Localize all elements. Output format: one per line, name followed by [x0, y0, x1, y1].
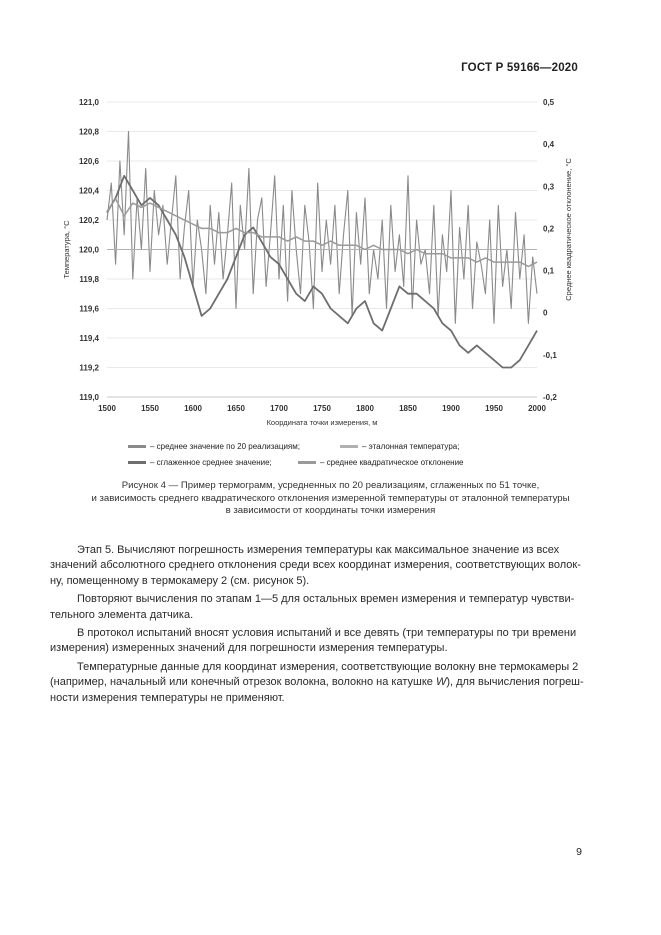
y2-tick-label: 0,2	[543, 224, 555, 233]
figure-caption: Рисунок 4 — Пример термограмм, усредненн…	[60, 480, 601, 518]
paragraph-line: Повторяют вычисления по этапам 1—5 для о…	[77, 593, 575, 606]
y-tick-label: 119,8	[79, 275, 99, 284]
y-tick-label: 119,0	[79, 393, 99, 402]
legend-label-mean: – среднее значение по 20 реализациям;	[150, 442, 300, 451]
x-tick-label: 2000	[528, 404, 546, 413]
x-tick-label: 1600	[184, 404, 202, 413]
paragraph-text: ), для вычисления погреш-	[446, 676, 584, 689]
y2-tick-label: 0	[543, 309, 548, 318]
y2-tick-label: 0,3	[543, 182, 555, 191]
paragraph-repeat: Повторяют вычисления по этапам 1—5 для о…	[50, 592, 583, 623]
body-text: Этап 5. Вычисляют погрешность измерения …	[50, 543, 584, 709]
y2-axis-label: Среднее квадратическое отклонение, °С	[564, 158, 573, 301]
legend-swatch-smoothed	[128, 461, 146, 464]
x-tick-label: 1900	[442, 404, 460, 413]
x-tick-label: 1800	[356, 404, 374, 413]
caption-line-2: и зависимость среднего квадратического о…	[91, 492, 570, 504]
paragraph-line: ну, помещенному в термокамеру 2 (см. рис…	[50, 574, 310, 587]
y-tick-label: 119,2	[79, 364, 99, 373]
x-tick-label: 1850	[399, 404, 417, 413]
x-tick-label: 1700	[270, 404, 288, 413]
y-tick-label: 120,4	[79, 187, 100, 196]
document-standard-number: ГОСТ Р 59166—2020	[461, 62, 578, 74]
x-tick-label: 1650	[227, 404, 245, 413]
y2-tick-label: 0,4	[543, 140, 555, 149]
coil-label: W	[435, 676, 447, 689]
legend-item-std: – среднее квадратическое отклонение	[298, 458, 464, 467]
chart-canvas: 121,0 120,8 120,6 120,4 120,2 120,0 119,8 119,6…	[62, 98, 573, 427]
chart-legend: – среднее значение по 20 реализациям; – …	[0, 434, 661, 470]
paragraph-protocol: В протокол испытаний вносят условия испы…	[50, 626, 583, 657]
y-tick-label: 120,6	[79, 157, 100, 166]
y2-tick-label: 0,5	[543, 98, 555, 107]
y-tick-label: 119,6	[79, 305, 99, 314]
x-tick-label: 1950	[485, 404, 503, 413]
paragraph-line: В протокол испытаний вносят условия испы…	[77, 627, 577, 640]
legend-swatch-std	[298, 461, 316, 464]
legend-swatch-mean	[128, 445, 146, 448]
y-tick-label: 120,0	[79, 246, 100, 255]
legend-swatch-reference	[340, 445, 358, 448]
y-tick-label: 120,8	[79, 128, 100, 137]
caption-line-1: Рисунок 4 — Пример термограмм, усредненн…	[121, 480, 540, 491]
paragraph-line: измерения) измеренных значений для погре…	[50, 642, 448, 655]
y-tick-label: 121,0	[79, 98, 100, 107]
paragraph-line: Температурные данные для координат измер…	[77, 660, 579, 673]
y-axis-label: Температура, °С	[62, 220, 71, 279]
y2-tick-label: 0,1	[543, 267, 555, 276]
x-tick-label: 1750	[313, 404, 331, 413]
y2-tick-label: -0,1	[543, 351, 557, 360]
paragraph-line: (например, начальный или конечный отрезо…	[50, 675, 584, 690]
paragraph-line: ности измерения температуры не применяют…	[50, 691, 285, 704]
caption-line-3: в зависимости от координаты точки измере…	[225, 505, 436, 516]
x-axis-label: Координата точки измерения, м	[267, 418, 378, 427]
x-tick-label: 1550	[141, 404, 159, 413]
paragraph-outside-fiber: Температурные данные для координат измер…	[50, 660, 584, 706]
legend-item-smoothed: – сглаженное среднее значение;	[128, 458, 272, 467]
paragraph-stage-5: Этап 5. Вычисляют погрешность измерения …	[50, 543, 583, 589]
legend-label-std: – среднее квадратическое отклонение	[320, 458, 464, 467]
series-line-std	[106, 198, 538, 268]
legend-item-reference: – эталонная температура;	[340, 442, 459, 451]
page-number: 9	[576, 846, 582, 858]
legend-item-mean: – среднее значение по 20 реализациям;	[128, 442, 300, 451]
y2-tick-label: -0,2	[543, 393, 557, 402]
paragraph-line: тельного элемента датчика.	[50, 608, 194, 621]
y-tick-label: 120,2	[79, 216, 100, 225]
paragraph-text: (например, начальный или конечный отрезо…	[50, 676, 436, 689]
thermogram-chart: 121,0 120,8 120,6 120,4 120,2 120,0 119,8 119,6…	[50, 88, 610, 468]
legend-label-smoothed: – сглаженное среднее значение;	[150, 458, 272, 467]
x-tick-label: 1500	[98, 404, 116, 413]
paragraph-line: Этап 5. Вычисляют погрешность измерения …	[77, 544, 560, 556]
paragraph-line: значений абсолютного среднего отклонения…	[50, 559, 581, 572]
y-tick-label: 119,4	[79, 334, 99, 343]
series-line-smoothed	[106, 174, 538, 369]
legend-label-reference: – эталонная температура;	[362, 442, 460, 451]
